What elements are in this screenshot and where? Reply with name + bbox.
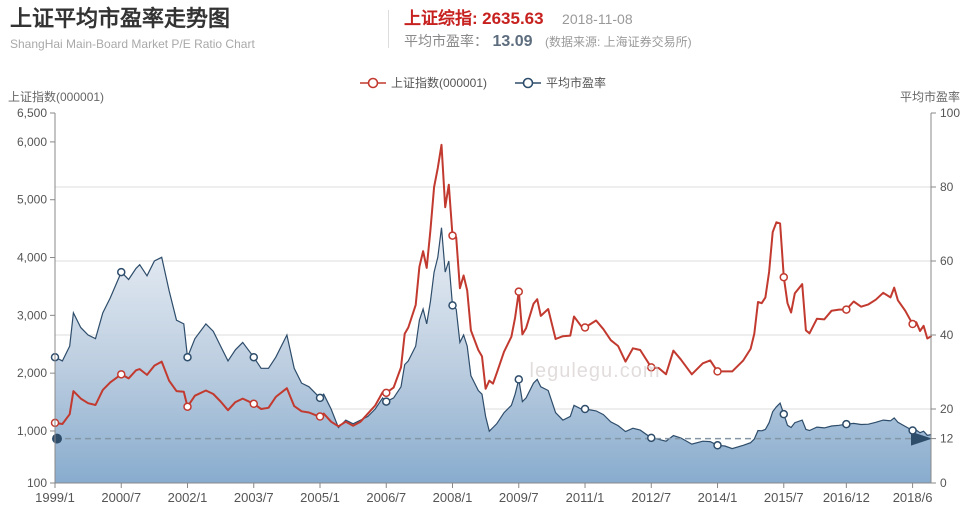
- x-tick-label: 2005/1: [300, 490, 340, 505]
- index-label: 上证综指:: [404, 9, 478, 28]
- index-marker: [117, 370, 126, 379]
- left-tick-label: 2,000: [17, 366, 47, 380]
- data-source-note: (数据来源: 上海证券交易所): [544, 35, 692, 49]
- left-tick-label: 4,000: [17, 251, 47, 265]
- right-tick-label: 20: [940, 402, 954, 416]
- legend-label: 上证指数(000001): [390, 76, 488, 90]
- pe-marker: [842, 419, 851, 429]
- x-tick-label: 2015/7: [764, 490, 804, 505]
- reference-arrow-icon: [911, 431, 932, 446]
- index-marker: [448, 231, 457, 240]
- reference-start-dot: [52, 433, 62, 444]
- title-block: 上证平均市盈率走势图 ShangHai Main-Board Market P/…: [10, 6, 255, 51]
- legend-item-index[interactable]: 上证指数(000001): [359, 74, 488, 91]
- pe-area: [55, 227, 931, 483]
- left-axis-title: 上证指数(000001): [8, 90, 105, 104]
- chart-legend: 上证指数(000001) 平均市盈率: [0, 74, 966, 91]
- index-line: [54, 143, 932, 428]
- index-marker: [315, 412, 325, 421]
- pe-marker: [779, 409, 789, 419]
- x-tick-label: 2000/7: [101, 490, 141, 505]
- index-marker: [382, 388, 391, 398]
- left-tick-label: 3,000: [17, 308, 47, 322]
- pe-value: 13.09: [492, 33, 533, 50]
- pe-marker: [382, 397, 391, 406]
- index-marker: [249, 399, 259, 409]
- pe-marker: [514, 375, 524, 384]
- left-tick-label: 6,000: [17, 135, 47, 149]
- pe-marker: [183, 352, 192, 362]
- x-tick-label: 2011/1: [566, 490, 605, 505]
- index-marker: [842, 305, 851, 314]
- pe-line: [54, 227, 932, 450]
- pe-marker: [448, 301, 457, 310]
- watermark: legulegu.com: [529, 360, 661, 382]
- page-title: 上证平均市盈率走势图: [10, 6, 231, 31]
- pe-marker: [315, 393, 325, 403]
- right-axis-title: 平均市盈率: [899, 90, 960, 104]
- x-tick-label: 2014/1: [698, 490, 738, 505]
- index-value: 2635.63: [482, 9, 544, 28]
- index-marker: [183, 402, 192, 411]
- x-tick-label: 1999/1: [35, 490, 75, 505]
- left-tick-label: 5,000: [17, 193, 47, 207]
- header-divider: [388, 10, 389, 48]
- legend-item-pe[interactable]: 平均市盈率: [515, 74, 606, 91]
- index-stat-row: 上证综指: 2635.63 2018-11-08: [404, 8, 692, 30]
- x-tick-label: 2008/1: [433, 490, 473, 505]
- page-subtitle: ShangHai Main-Board Market P/E Ratio Cha…: [10, 37, 255, 51]
- right-tick-label: 12: [940, 432, 954, 446]
- right-tick-label: 40: [940, 328, 954, 342]
- x-tick-label: 2016/12: [823, 490, 870, 505]
- x-tick-label: 2012/7: [631, 490, 671, 505]
- pe-marker: [580, 404, 590, 414]
- right-tick-label: 80: [940, 180, 954, 194]
- pe-marker: [249, 352, 259, 362]
- index-marker: [779, 272, 789, 282]
- right-tick-label: 0: [940, 476, 947, 490]
- pe-marker: [713, 441, 722, 450]
- index-marker: [713, 367, 722, 376]
- left-tick-label: 1,000: [17, 424, 47, 438]
- x-tick-label: 2018/6: [893, 490, 933, 505]
- pe-stat-row: 平均市盈率： 13.09 (数据来源: 上海证券交易所): [404, 30, 692, 52]
- stat-date: 2018-11-08: [562, 11, 633, 27]
- index-marker: [647, 363, 656, 372]
- x-tick-label: 2002/1: [168, 490, 208, 505]
- right-tick-label: 100: [940, 106, 960, 120]
- line-circle-icon: [515, 77, 542, 88]
- x-tick-label: 2009/7: [499, 490, 539, 505]
- pe-marker: [647, 433, 656, 443]
- line-circle-icon: [359, 77, 386, 88]
- pe-marker: [117, 267, 126, 277]
- index-marker: [580, 323, 590, 332]
- x-tick-label: 2003/7: [234, 490, 274, 505]
- header-stats: 上证综指: 2635.63 2018-11-08 平均市盈率： 13.09 (数…: [404, 8, 692, 52]
- x-tick-label: 2006/7: [366, 490, 406, 505]
- index-marker: [514, 287, 524, 296]
- pe-label: 平均市盈率：: [404, 33, 488, 49]
- pe-marker: [908, 426, 917, 435]
- index-marker: [908, 319, 917, 329]
- right-tick-label: 60: [940, 254, 954, 268]
- left-tick-label: 6,500: [17, 106, 47, 120]
- left-tick-label: 100: [27, 476, 47, 490]
- legend-label: 平均市盈率: [546, 76, 607, 90]
